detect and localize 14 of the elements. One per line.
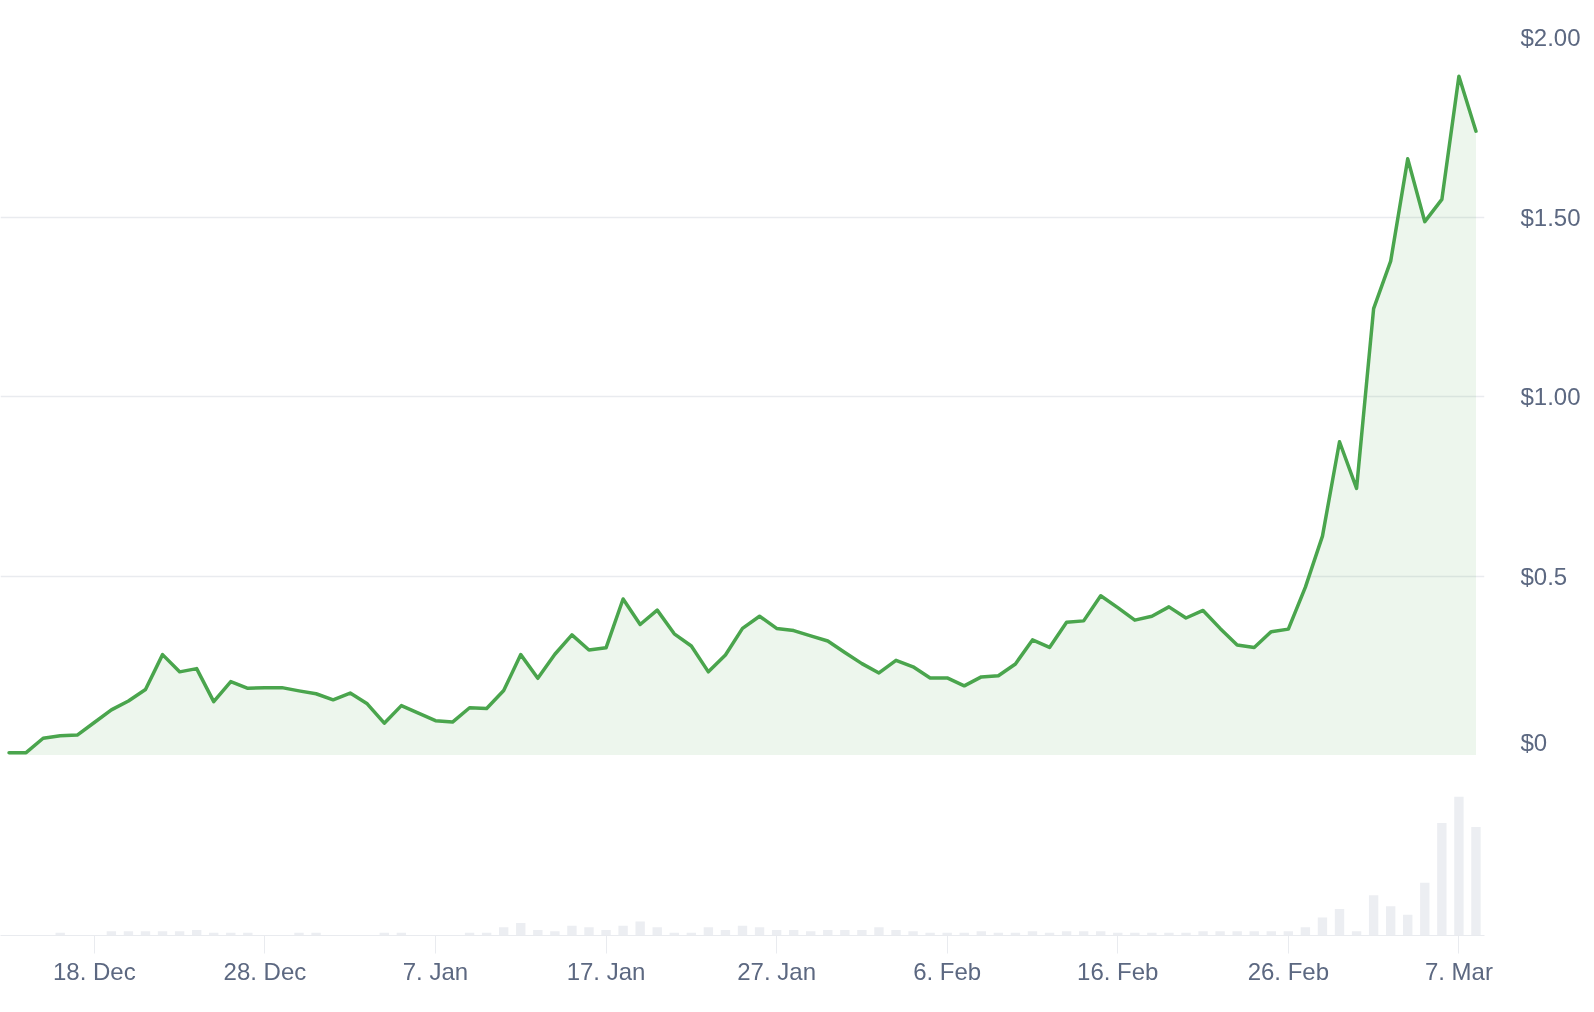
x-tick-label: 18. Dec xyxy=(52,957,136,985)
y-tick-label: $2.00 xyxy=(1520,24,1581,51)
y-tick-label: $1.50 xyxy=(1520,203,1581,231)
x-tick-label: 17. Jan xyxy=(566,957,646,985)
y-tick-label: $0.5 xyxy=(1520,562,1568,590)
x-tick-label: 28. Dec xyxy=(223,957,307,985)
x-tick-label: 7. Mar xyxy=(1424,957,1493,985)
x-tick-label: 6. Feb xyxy=(913,957,982,985)
x-tick-label: 7. Jan xyxy=(402,957,469,985)
x-tick-label: 26. Feb xyxy=(1247,957,1330,985)
x-tick-label: 16. Feb xyxy=(1077,957,1159,985)
y-tick-label: $0 xyxy=(1520,728,1548,756)
x-tick-label: 27. Jan xyxy=(737,957,816,985)
y-tick-label: $1.00 xyxy=(1520,383,1581,410)
